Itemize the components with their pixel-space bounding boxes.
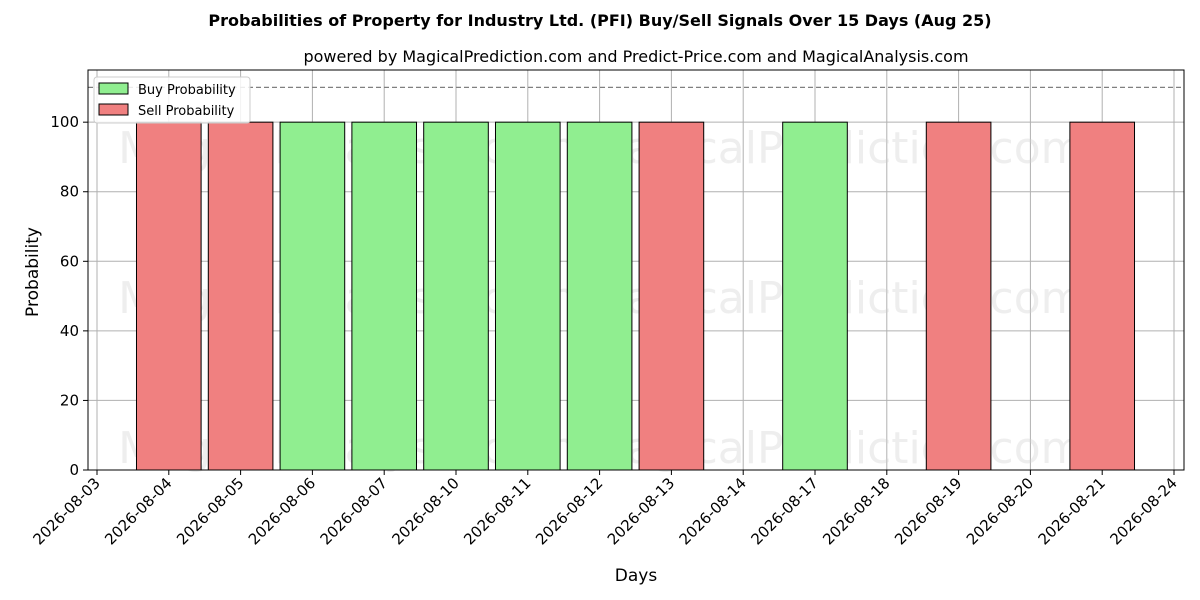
sell-bar (207, 121, 274, 471)
y-tick-label: 40 (60, 322, 79, 340)
x-tick-label: 2026-08-21 (1035, 474, 1109, 548)
x-tick-label: 2026-08-14 (676, 474, 750, 548)
plot-area: MagicalAnalysis.comMagicalPrediction.com… (29, 69, 1185, 548)
x-tick-label: 2026-08-10 (388, 474, 462, 548)
legend-box (93, 76, 251, 124)
buy-bar (566, 121, 633, 471)
x-tick-label: 2026-08-06 (245, 474, 319, 548)
x-tick-label: 2026-08-07 (317, 474, 391, 548)
y-tick-label: 0 (69, 461, 79, 479)
x-tick-label: 2026-08-03 (29, 474, 103, 548)
x-tick-label: 2026-08-17 (747, 474, 821, 548)
x-tick-label: 2026-08-13 (604, 474, 678, 548)
buy-bar (782, 121, 848, 471)
plot-frame (87, 69, 1185, 471)
x-axis-label: Days (615, 566, 658, 586)
legend-label: Sell Probability (138, 104, 235, 119)
buy-bar (351, 121, 418, 471)
x-tick-label: 2026-08-05 (173, 474, 247, 548)
y-tick-label: 100 (50, 113, 79, 131)
buy-bar (494, 121, 561, 471)
y-tick-label: 60 (60, 252, 79, 270)
chart-title: Probabilities of Property for Industry L… (208, 11, 991, 30)
x-tick-label: 2026-08-24 (1106, 474, 1180, 548)
x-tick-label: 2026-08-18 (819, 474, 893, 548)
legend: Buy Probability Sell Probability (93, 76, 251, 124)
sell-bar (925, 121, 992, 471)
chart-subtitle: powered by MagicalPrediction.com and Pre… (303, 47, 968, 66)
y-tick-label: 80 (60, 183, 79, 201)
buy-bar (279, 121, 346, 471)
x-tick-label: 2026-08-11 (460, 474, 534, 548)
x-tick-label: 2026-08-12 (532, 474, 606, 548)
legend-swatch (98, 103, 129, 116)
x-tick-label: 2026-08-19 (891, 474, 965, 548)
sell-bar (135, 121, 202, 471)
x-tick-label: 2026-08-20 (963, 474, 1037, 548)
buy-bar (423, 121, 489, 471)
x-tick-label: 2026-08-04 (101, 474, 175, 548)
sell-bar (638, 121, 705, 471)
y-axis-label: Probability (23, 227, 43, 317)
sell-bar (1069, 121, 1136, 471)
y-tick-label: 20 (60, 391, 79, 409)
legend-swatch (98, 82, 129, 95)
legend-label: Buy Probability (138, 83, 236, 98)
